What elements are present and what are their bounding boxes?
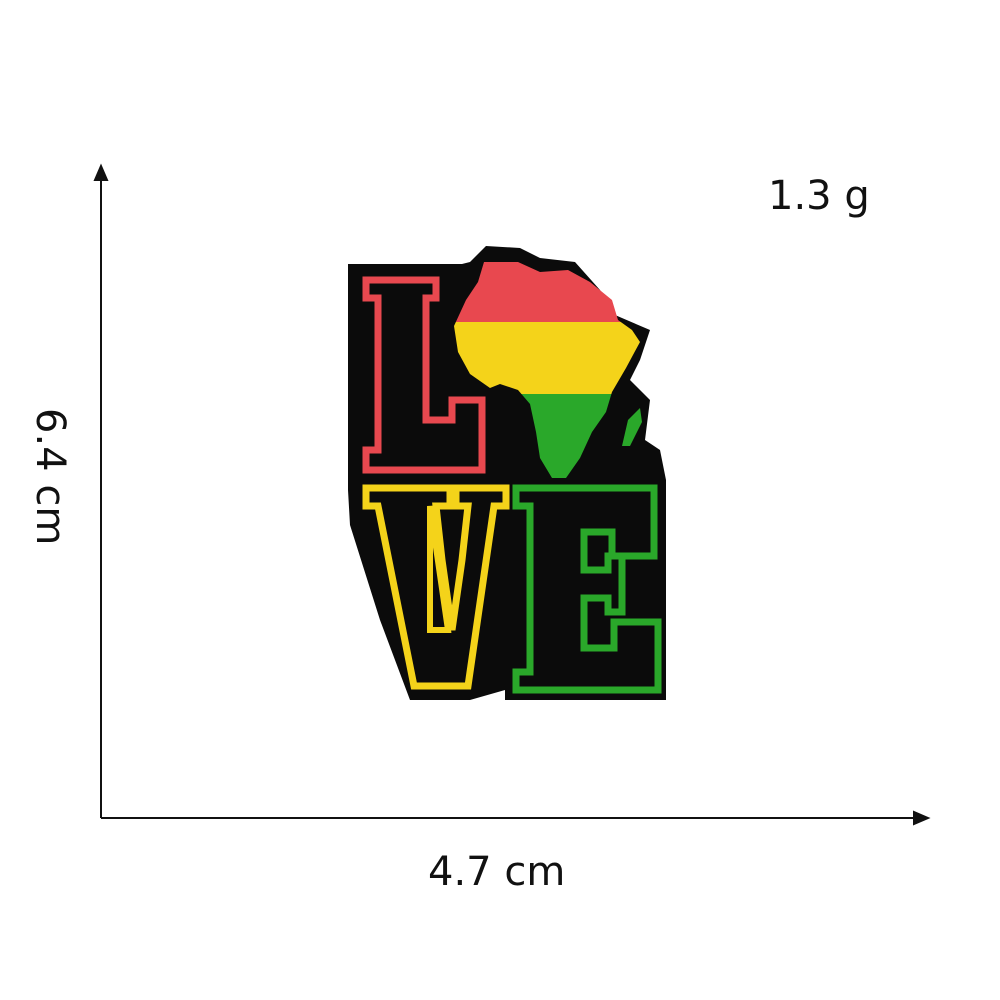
width-label: 4.7 cm bbox=[428, 849, 566, 895]
height-label: 6.4 cm bbox=[27, 408, 73, 546]
weight-label: 1.3 g bbox=[768, 173, 870, 219]
letter-v-inner bbox=[427, 505, 452, 633]
letter-l-outline bbox=[362, 276, 486, 474]
letter-v-outline bbox=[362, 484, 510, 690]
vertical-arrow-icon bbox=[93, 163, 109, 181]
dimension-axes bbox=[93, 163, 931, 826]
africa-yellow-band bbox=[454, 322, 640, 394]
love-patch bbox=[348, 246, 666, 700]
madagascar-shape bbox=[622, 408, 642, 446]
horizontal-arrow-icon bbox=[913, 810, 931, 826]
letter-e-outline bbox=[512, 484, 662, 694]
